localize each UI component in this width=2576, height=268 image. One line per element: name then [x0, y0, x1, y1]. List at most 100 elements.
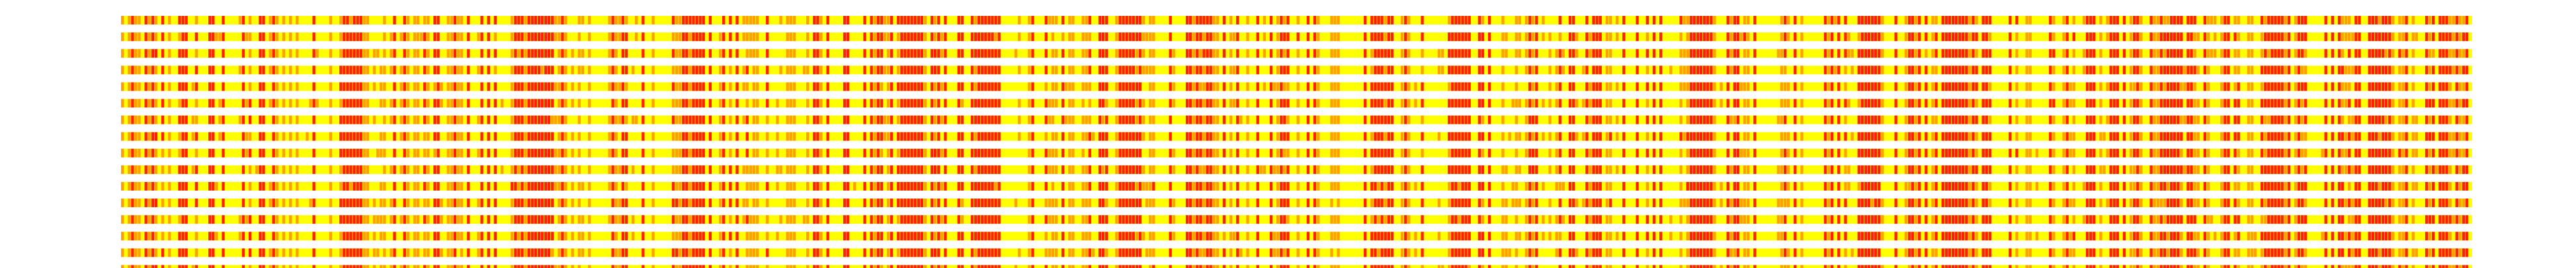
heatmap-cell: [2193, 182, 2196, 191]
heatmap-cell: [1515, 115, 1518, 124]
heatmap-cell: [1337, 182, 1340, 191]
heatmap-cell: [1844, 115, 1847, 124]
heatmap-cell: [708, 148, 712, 157]
heatmap-cell: [178, 49, 181, 58]
heatmap-cell: [934, 199, 937, 208]
heatmap-cell: [1216, 16, 1219, 24]
heatmap-cell: [450, 16, 454, 24]
heatmap-cell: [1128, 148, 1132, 157]
heatmap-cell: [695, 16, 698, 24]
heatmap-cell: [1794, 115, 1797, 124]
heatmap-cell: [1713, 16, 1716, 24]
heatmap-cell: [1061, 66, 1065, 75]
heatmap-cell: [1972, 49, 1975, 58]
heatmap-cell: [886, 148, 890, 157]
heatmap-cell: [2106, 199, 2109, 208]
heatmap-cell: [134, 32, 138, 42]
heatmap-cell: [1652, 82, 1656, 91]
heatmap-cell: [1747, 66, 1750, 75]
heatmap-cell: [2136, 132, 2140, 141]
heatmap-cell: [1706, 115, 1710, 124]
heatmap-cell: [611, 165, 614, 174]
heatmap-cell: [1524, 148, 1528, 157]
heatmap-cell: [1878, 199, 1881, 208]
heatmap-cell: [329, 165, 333, 174]
heatmap-cell: [1286, 32, 1290, 42]
heatmap-cell: [1458, 132, 1461, 141]
heatmap-cell: [1125, 16, 1128, 24]
heatmap-cell: [393, 199, 396, 208]
heatmap-cell: [1931, 82, 1934, 91]
heatmap-cell: [1528, 82, 1532, 91]
heatmap-cell: [2405, 32, 2408, 42]
heatmap-cell: [2049, 99, 2052, 108]
heatmap-cell: [1464, 132, 1468, 141]
heatmap-cell: [1904, 115, 1908, 124]
heatmap-cell: [1454, 16, 1458, 24]
heatmap-cell: [1951, 66, 1955, 75]
heatmap-cell: [2401, 99, 2405, 108]
heatmap-cell: [2277, 49, 2280, 58]
heatmap-cell: [2428, 49, 2432, 58]
heatmap-cell: [722, 115, 726, 124]
heatmap-cell: [2177, 199, 2180, 208]
heatmap-cell: [2445, 32, 2448, 42]
heatmap-cell: [1128, 182, 1132, 191]
heatmap-cell: [1645, 165, 1649, 174]
heatmap-cell: [2009, 82, 2012, 91]
heatmap-cell: [718, 182, 722, 191]
heatmap-cell: [1387, 49, 1390, 58]
heatmap-cell: [1071, 165, 1075, 174]
heatmap-cell: [997, 32, 1001, 42]
heatmap-cell: [131, 199, 134, 208]
heatmap-cell: [1202, 82, 1206, 91]
heatmap-cell: [551, 199, 554, 208]
heatmap-cell: [1867, 99, 1871, 108]
heatmap-cell: [1589, 165, 1592, 174]
heatmap-cell: [1330, 66, 1333, 75]
heatmap-cell: [1071, 49, 1075, 58]
heatmap-cell: [1692, 199, 1696, 208]
heatmap-cell: [2156, 66, 2159, 75]
heatmap-cell: [1951, 115, 1955, 124]
heatmap-cell: [2442, 16, 2445, 24]
heatmap-cell: [1068, 115, 1071, 124]
heatmap-cell: [1333, 165, 1337, 174]
heatmap-cell: [1414, 182, 1417, 191]
heatmap-cell: [1985, 16, 1988, 24]
heatmap-cell: [1951, 82, 1955, 91]
heatmap-cell: [708, 49, 712, 58]
heatmap-cell: [1229, 82, 1233, 91]
heatmap-cell: [423, 215, 427, 224]
heatmap-cell: [1152, 199, 1155, 208]
heatmap-cell: [997, 82, 1001, 91]
heatmap-cell: [1736, 148, 1740, 157]
heatmap-cell: [339, 199, 343, 208]
heatmap-cell: [792, 132, 796, 141]
heatmap-cell: [2462, 99, 2466, 108]
heatmap-cell: [789, 132, 792, 141]
heatmap-cell: [2348, 182, 2351, 191]
heatmap-cell: [2391, 115, 2395, 124]
heatmap-cell: [383, 16, 386, 24]
heatmap-cell: [121, 165, 124, 174]
heatmap-cell: [456, 215, 460, 224]
heatmap-cell: [1051, 32, 1055, 42]
heatmap-cell: [359, 99, 362, 108]
heatmap-cell: [450, 66, 454, 75]
heatmap-cell: [1542, 32, 1545, 42]
heatmap-cell: [1407, 49, 1411, 58]
heatmap-cell: [2277, 32, 2280, 42]
heatmap-cell: [1098, 165, 1102, 174]
heatmap-cell: [1878, 165, 1881, 174]
heatmap-cell: [1283, 82, 1286, 91]
heatmap-cell: [2136, 199, 2140, 208]
heatmap-cell: [792, 99, 796, 108]
heatmap-cell: [380, 66, 383, 75]
heatmap-cell: [2371, 148, 2374, 157]
heatmap-cell: [1753, 115, 1757, 124]
heatmap-cell: [2371, 132, 2374, 141]
heatmap-cell: [1028, 182, 1031, 191]
heatmap-cell: [752, 82, 756, 91]
heatmap-cell: [944, 165, 947, 174]
